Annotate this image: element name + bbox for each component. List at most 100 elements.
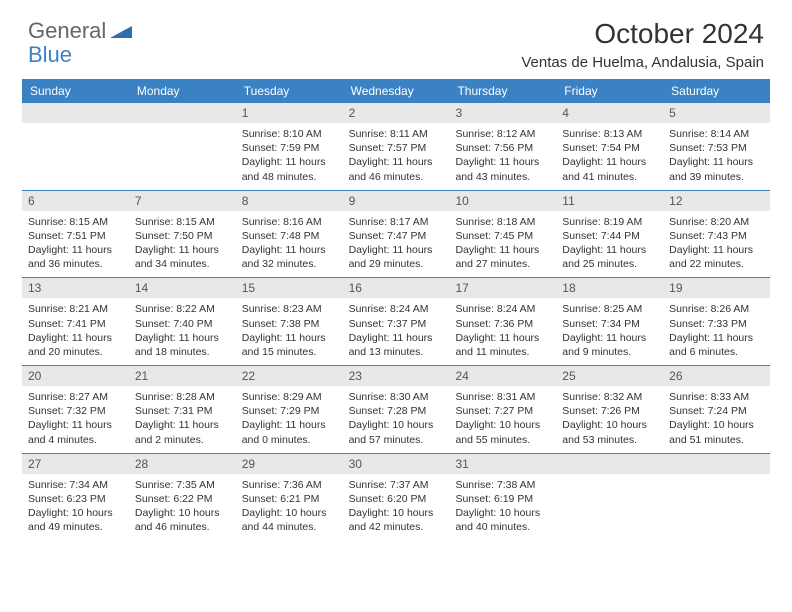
daylight-text: Daylight: 11 hours and 20 minutes. xyxy=(28,331,123,359)
day-content: Sunrise: 8:19 AMSunset: 7:44 PMDaylight:… xyxy=(556,211,663,278)
day-content: Sunrise: 8:23 AMSunset: 7:38 PMDaylight:… xyxy=(236,298,343,365)
day-cell: 7Sunrise: 8:15 AMSunset: 7:50 PMDaylight… xyxy=(129,191,236,278)
day-number: 9 xyxy=(343,191,450,211)
sunrise-text: Sunrise: 8:21 AM xyxy=(28,302,123,316)
month-title: October 2024 xyxy=(521,18,764,50)
day-number: 12 xyxy=(663,191,770,211)
day-number: 6 xyxy=(22,191,129,211)
daylight-text: Daylight: 11 hours and 39 minutes. xyxy=(669,155,764,183)
sunset-text: Sunset: 7:53 PM xyxy=(669,141,764,155)
day-number: 31 xyxy=(449,454,556,474)
day-number: 7 xyxy=(129,191,236,211)
header: General October 2024 Ventas de Huelma, A… xyxy=(0,0,792,79)
day-content: Sunrise: 8:18 AMSunset: 7:45 PMDaylight:… xyxy=(449,211,556,278)
day-number: 30 xyxy=(343,454,450,474)
sunrise-text: Sunrise: 8:32 AM xyxy=(562,390,657,404)
sunrise-text: Sunrise: 8:31 AM xyxy=(455,390,550,404)
day-number: 18 xyxy=(556,278,663,298)
daylight-text: Daylight: 10 hours and 44 minutes. xyxy=(242,506,337,534)
sunset-text: Sunset: 7:44 PM xyxy=(562,229,657,243)
day-header: Thursday xyxy=(449,79,556,103)
day-content: Sunrise: 8:30 AMSunset: 7:28 PMDaylight:… xyxy=(343,386,450,453)
sunrise-text: Sunrise: 8:15 AM xyxy=(28,215,123,229)
day-cell: 22Sunrise: 8:29 AMSunset: 7:29 PMDayligh… xyxy=(236,366,343,453)
day-number: 5 xyxy=(663,103,770,123)
day-header: Saturday xyxy=(663,79,770,103)
sunrise-text: Sunrise: 8:15 AM xyxy=(135,215,230,229)
day-cell: 29Sunrise: 7:36 AMSunset: 6:21 PMDayligh… xyxy=(236,454,343,541)
sunrise-text: Sunrise: 7:37 AM xyxy=(349,478,444,492)
sunrise-text: Sunrise: 7:34 AM xyxy=(28,478,123,492)
day-content: Sunrise: 8:16 AMSunset: 7:48 PMDaylight:… xyxy=(236,211,343,278)
day-cell: 26Sunrise: 8:33 AMSunset: 7:24 PMDayligh… xyxy=(663,366,770,453)
sunset-text: Sunset: 7:40 PM xyxy=(135,317,230,331)
day-content: Sunrise: 8:15 AMSunset: 7:50 PMDaylight:… xyxy=(129,211,236,278)
day-cell: 13 Sunrise: 8:21 AMSunset: 7:41 PMDayligh… xyxy=(22,278,129,365)
day-number: 10 xyxy=(449,191,556,211)
sunset-text: Sunset: 7:27 PM xyxy=(455,404,550,418)
sunset-text: Sunset: 7:37 PM xyxy=(349,317,444,331)
sunset-text: Sunset: 7:32 PM xyxy=(28,404,123,418)
sunset-text: Sunset: 7:41 PM xyxy=(28,317,123,331)
day-header: Monday xyxy=(129,79,236,103)
day-cell: 11Sunrise: 8:19 AMSunset: 7:44 PMDayligh… xyxy=(556,191,663,278)
day-cell: 25Sunrise: 8:32 AMSunset: 7:26 PMDayligh… xyxy=(556,366,663,453)
day-cell: 19Sunrise: 8:26 AMSunset: 7:33 PMDayligh… xyxy=(663,278,770,365)
day-cell: 20 Sunrise: 8:27 AMSunset: 7:32 PMDayligh… xyxy=(22,366,129,453)
sunset-text: Sunset: 7:28 PM xyxy=(349,404,444,418)
day-cell: 24Sunrise: 8:31 AMSunset: 7:27 PMDayligh… xyxy=(449,366,556,453)
day-content: Sunrise: 7:38 AMSunset: 6:19 PMDaylight:… xyxy=(449,474,556,541)
calendar: SundayMondayTuesdayWednesdayThursdayFrid… xyxy=(0,79,792,540)
day-cell: 14Sunrise: 8:22 AMSunset: 7:40 PMDayligh… xyxy=(129,278,236,365)
sunrise-text: Sunrise: 8:20 AM xyxy=(669,215,764,229)
day-number: 17 xyxy=(449,278,556,298)
daylight-text: Daylight: 11 hours and 34 minutes. xyxy=(135,243,230,271)
logo-text-blue-wrap: Blue xyxy=(28,42,72,68)
day-number: 20 xyxy=(22,366,129,386)
daylight-text: Daylight: 10 hours and 51 minutes. xyxy=(669,418,764,446)
daylight-text: Daylight: 11 hours and 4 minutes. xyxy=(28,418,123,446)
day-cell: 31Sunrise: 7:38 AMSunset: 6:19 PMDayligh… xyxy=(449,454,556,541)
sunset-text: Sunset: 7:59 PM xyxy=(242,141,337,155)
day-number: 13 xyxy=(22,278,129,298)
daylight-text: Daylight: 11 hours and 43 minutes. xyxy=(455,155,550,183)
day-content: Sunrise: 8:14 AMSunset: 7:53 PMDaylight:… xyxy=(663,123,770,190)
day-number: 2 xyxy=(343,103,450,123)
sunset-text: Sunset: 7:50 PM xyxy=(135,229,230,243)
logo-text-general: General xyxy=(28,18,106,44)
day-number xyxy=(129,103,236,123)
sunrise-text: Sunrise: 8:11 AM xyxy=(349,127,444,141)
sunrise-text: Sunrise: 8:23 AM xyxy=(242,302,337,316)
sunrise-text: Sunrise: 8:12 AM xyxy=(455,127,550,141)
day-cell: 1Sunrise: 8:10 AMSunset: 7:59 PMDaylight… xyxy=(236,103,343,190)
sunrise-text: Sunrise: 7:35 AM xyxy=(135,478,230,492)
day-number xyxy=(22,103,129,123)
sunrise-text: Sunrise: 8:17 AM xyxy=(349,215,444,229)
day-cell: 4Sunrise: 8:13 AMSunset: 7:54 PMDaylight… xyxy=(556,103,663,190)
sunset-text: Sunset: 7:48 PM xyxy=(242,229,337,243)
day-cell: 6Sunrise: 8:15 AMSunset: 7:51 PMDaylight… xyxy=(22,191,129,278)
day-cell: 16Sunrise: 8:24 AMSunset: 7:37 PMDayligh… xyxy=(343,278,450,365)
sunset-text: Sunset: 6:21 PM xyxy=(242,492,337,506)
day-content: Sunrise: 8:25 AMSunset: 7:34 PMDaylight:… xyxy=(556,298,663,365)
day-cell xyxy=(663,454,770,541)
sunset-text: Sunset: 6:22 PM xyxy=(135,492,230,506)
daylight-text: Daylight: 11 hours and 2 minutes. xyxy=(135,418,230,446)
day-number: 25 xyxy=(556,366,663,386)
daylight-text: Daylight: 11 hours and 22 minutes. xyxy=(669,243,764,271)
day-cell: 17Sunrise: 8:24 AMSunset: 7:36 PMDayligh… xyxy=(449,278,556,365)
day-number: 15 xyxy=(236,278,343,298)
day-number: 22 xyxy=(236,366,343,386)
day-header: Sunday xyxy=(22,79,129,103)
daylight-text: Daylight: 10 hours and 42 minutes. xyxy=(349,506,444,534)
day-cell: 10Sunrise: 8:18 AMSunset: 7:45 PMDayligh… xyxy=(449,191,556,278)
day-content: Sunrise: 8:17 AMSunset: 7:47 PMDaylight:… xyxy=(343,211,450,278)
day-headers-row: SundayMondayTuesdayWednesdayThursdayFrid… xyxy=(22,79,770,103)
daylight-text: Daylight: 10 hours and 55 minutes. xyxy=(455,418,550,446)
sunrise-text: Sunrise: 8:33 AM xyxy=(669,390,764,404)
week-row: 6Sunrise: 8:15 AMSunset: 7:51 PMDaylight… xyxy=(22,191,770,279)
day-cell: 23Sunrise: 8:30 AMSunset: 7:28 PMDayligh… xyxy=(343,366,450,453)
sunrise-text: Sunrise: 8:27 AM xyxy=(28,390,123,404)
daylight-text: Daylight: 11 hours and 18 minutes. xyxy=(135,331,230,359)
day-number: 23 xyxy=(343,366,450,386)
